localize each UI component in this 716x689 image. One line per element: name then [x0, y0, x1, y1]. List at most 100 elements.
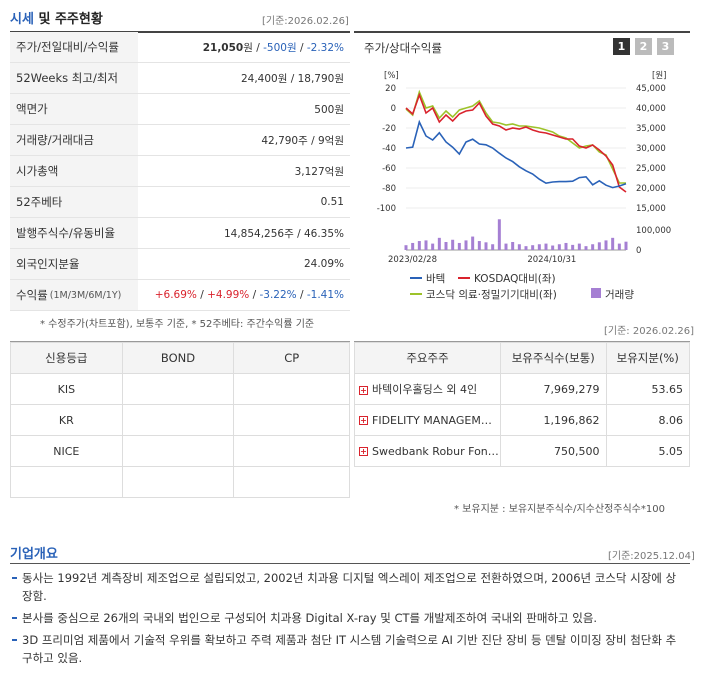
quote-row-52w: 52Weeks 최고/최저 24,400원 / 18,790원: [10, 63, 350, 94]
credit-table: 신용등급 BOND CP KIS KR NICE: [10, 342, 350, 498]
y-left-tick: -40: [382, 144, 396, 154]
volume-bar: [564, 242, 568, 250]
chart-legend: 바텍 KOSDAQ대비(좌) 코스닥 의료·정밀기기대비(좌) 거래량: [410, 273, 634, 301]
holder-name-cell: + 바텍이우홀딩스 외 4인: [354, 373, 501, 405]
holders-top-rule: [354, 341, 690, 342]
holder-shares: 1,196,862: [499, 404, 607, 436]
volume-bar: [451, 239, 455, 250]
legend-swatch-s4: [591, 288, 601, 298]
volume-bar: [484, 242, 488, 250]
quote-value: 24,400원 / 18,790원: [240, 72, 344, 85]
volume-bar: [551, 245, 555, 250]
quote-row-par: 액면가 500원: [10, 94, 350, 125]
quote-value: 0.51: [320, 196, 344, 208]
quote-value: 42,790주 / 9억원: [261, 134, 344, 147]
y-left-tick: -60: [382, 164, 396, 174]
y-right-tick: 15,000: [636, 204, 666, 214]
volume-bar: [464, 240, 468, 250]
expand-plus-icon[interactable]: +: [359, 416, 368, 425]
volume-bar: [511, 242, 515, 250]
volume-bar: [524, 246, 528, 250]
quote-label: 액면가: [10, 94, 138, 124]
quote-label: 수익률 (1M/3M/6M/1Y): [10, 280, 138, 310]
volume-bar: [617, 243, 621, 250]
volume-bar: [577, 243, 581, 250]
volume-bar: [424, 240, 428, 250]
y-left-tick: 20: [385, 84, 396, 94]
y-right-tick: 20,000: [636, 184, 666, 194]
quote-label: 외국인지분율: [10, 249, 138, 279]
chart-tab-1[interactable]: 1: [613, 38, 630, 55]
overview-title: 기업개요: [10, 547, 58, 562]
y-left-tick: -100: [377, 204, 396, 214]
overview-top-rule: [10, 563, 690, 564]
volume-bar: [544, 243, 548, 250]
y-left-tick: -20: [382, 124, 396, 134]
section-title-blue: 시세: [10, 12, 34, 27]
holder-pct: 8.06: [605, 404, 690, 436]
quote-label: 발행주식수/유동비율: [10, 218, 138, 248]
quote-note: * 수정주가(차트포함), 보통주 기준, * 52주베타: 주간수익률 기준: [40, 319, 315, 330]
volume-bar: [504, 243, 508, 250]
expand-plus-icon[interactable]: +: [359, 447, 368, 456]
volume-bar: [571, 244, 575, 250]
volume-bar: [404, 245, 408, 250]
volume-bar: [437, 237, 441, 250]
quote-row-marketcap: 시가총액 3,127억원: [10, 156, 350, 187]
legend-label-s2: KOSDAQ대비(좌): [474, 273, 556, 285]
quote-value: +6.69% / +4.99% / -3.22% / -1.41%: [154, 289, 344, 301]
overview-item: 3D 프리미엄 제품에서 기술적 우위를 확보하고 주력 제품과 첨단 IT 시…: [10, 631, 686, 667]
holder-name[interactable]: 바텍이우홀딩스 외 4인: [372, 383, 478, 396]
table-row: KIS: [10, 373, 350, 405]
chart-top-rule: [354, 31, 690, 33]
quote-value: 14,854,256주 / 46.35%: [223, 227, 344, 240]
credit-cell: [121, 435, 235, 467]
chart-tab-2[interactable]: 2: [635, 38, 652, 55]
legend-label-s1: 바텍: [426, 273, 445, 285]
price-change: -500원: [263, 41, 297, 54]
y-right-tick: 30,000: [636, 144, 666, 154]
credit-cell: NICE: [10, 435, 123, 467]
volume-bar: [517, 244, 521, 250]
holder-name[interactable]: FIDELITY MANAGEM…: [372, 413, 492, 427]
chart-title: 주가/상대수익률: [364, 41, 442, 55]
price-unit: 원: [243, 41, 253, 54]
credit-cell: KR: [10, 404, 123, 436]
section-title-rest: 및 주주현황: [38, 12, 103, 27]
volume-bar: [597, 242, 601, 250]
quote-row-returns: 수익률 (1M/3M/6M/1Y) +6.69% / +4.99% / -3.22…: [10, 280, 350, 311]
volume-bar: [411, 242, 415, 250]
table-row: + FIDELITY MANAGEM… 1,196,862 8.06: [354, 404, 690, 436]
y-left-tick: 0: [391, 104, 396, 114]
overview-list: 동사는 1992년 계측장비 제조업으로 설립되었고, 2002년 치과용 디지…: [10, 569, 686, 671]
credit-cell: [233, 404, 350, 436]
return-6m: -3.22%: [259, 289, 297, 301]
credit-header-1: BOND: [121, 342, 235, 374]
chart-tab-3[interactable]: 3: [657, 38, 674, 55]
table-row: NICE: [10, 435, 350, 467]
price-rate: -2.32%: [306, 41, 344, 54]
volume-tick: 0: [636, 246, 641, 256]
volume-bar: [611, 237, 615, 250]
volume-bar: [584, 246, 588, 250]
volume-bar: [417, 241, 421, 250]
y-right-tick: 40,000: [636, 104, 666, 114]
table-row: + 바텍이우홀딩스 외 4인 7,969,279 53.65: [354, 373, 690, 405]
holder-shares: 7,969,279: [499, 373, 607, 405]
holders-standard-date: [기준: 2026.02.26]: [604, 326, 695, 337]
expand-plus-icon[interactable]: +: [359, 385, 368, 395]
price-value: 21,050: [202, 41, 244, 54]
credit-cell: [233, 435, 350, 467]
credit-cell: [233, 466, 350, 498]
volume-bar: [604, 240, 608, 250]
y-right-tick: 45,000: [636, 84, 666, 94]
quote-label: 시가총액: [10, 156, 138, 186]
volume-bar: [431, 243, 435, 250]
credit-header-0: 신용등급: [10, 342, 123, 374]
x-tick: 2023/02/28: [388, 255, 437, 265]
credit-cell: [121, 373, 235, 405]
return-3m: +4.99%: [207, 289, 250, 301]
holder-name[interactable]: Swedbank Robur Fon…: [372, 444, 499, 458]
quote-value: 500원: [314, 103, 344, 116]
series-line-vatech: [405, 119, 627, 189]
